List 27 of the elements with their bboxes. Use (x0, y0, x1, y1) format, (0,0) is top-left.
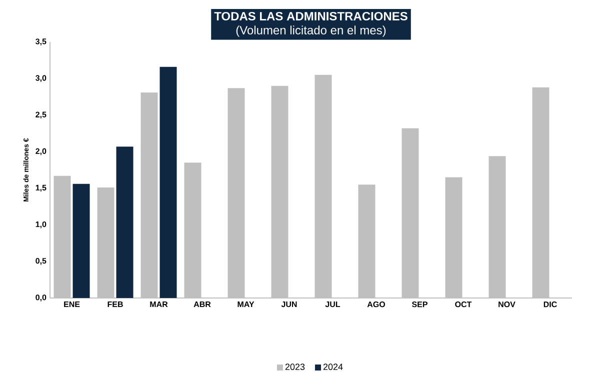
legend-label: 2024 (323, 364, 343, 370)
legend-label: 2023 (285, 364, 305, 370)
x-tick-label: JUL (325, 302, 340, 308)
y-tick-label: 0,0 (36, 294, 46, 302)
chart-title: TODAS LAS ADMINISTRACIONES (214, 12, 408, 20)
y-tick-label: 2,5 (36, 112, 46, 119)
x-tick-label: DIC (544, 302, 557, 308)
chart-subtitle: (Volumen licitado en el mes) (236, 26, 386, 37)
bar (160, 66, 177, 298)
y-tick-label: 1,5 (36, 184, 46, 192)
x-tick-label: FEB (108, 302, 123, 308)
x-tick-label: MAY (238, 302, 254, 308)
bar (72, 184, 90, 298)
y-tick-label: 3,0 (36, 75, 46, 82)
y-tick-label: 1,0 (36, 221, 46, 228)
x-tick-label: NOV (498, 302, 516, 308)
x-tick-label: ABR (194, 302, 211, 308)
bar (116, 146, 134, 298)
y-tick-label: 3,5 (36, 38, 46, 46)
x-tick-label: ENE (64, 302, 80, 308)
x-tick-label: SEP (412, 302, 428, 308)
y-tick-label: 0,5 (36, 258, 46, 265)
x-tick-label: JUN (281, 302, 297, 308)
x-tick-label: AGO (367, 302, 386, 308)
x-tick-label: OCT (455, 302, 472, 308)
x-tick-label: MAR (150, 302, 168, 308)
y-tick-label: 2,0 (36, 148, 46, 156)
